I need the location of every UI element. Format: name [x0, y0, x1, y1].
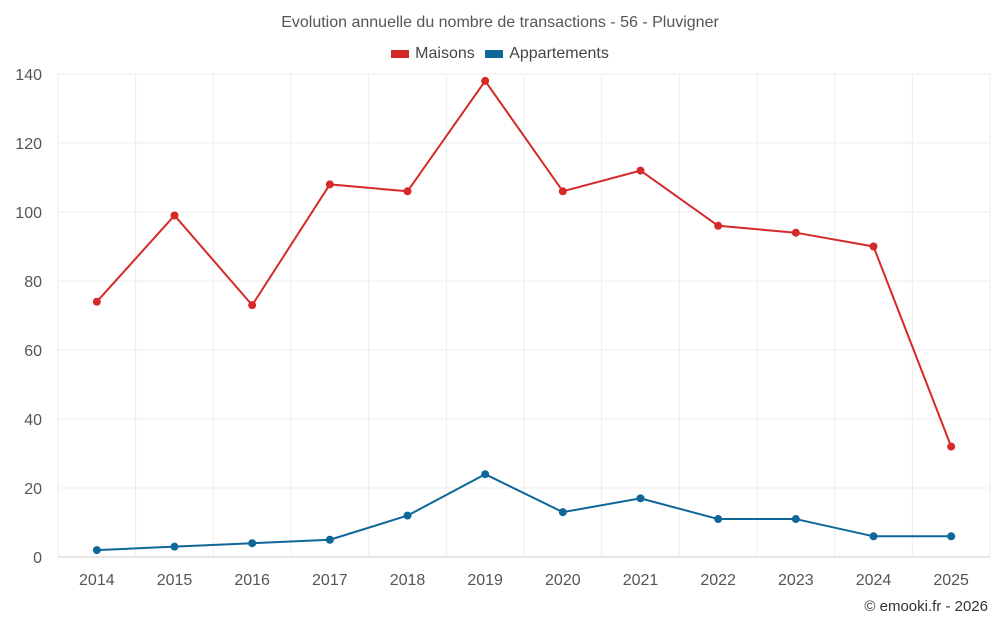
y-tick-label: 100 [15, 205, 42, 222]
data-point-maisons [558, 187, 567, 196]
x-tick-label: 2016 [234, 572, 270, 589]
legend-swatch-appartements [485, 50, 504, 58]
x-tick-label: 2019 [467, 572, 503, 589]
data-point-maisons [947, 442, 956, 451]
series-line-maisons [96, 79, 953, 447]
y-tick-label: 0 [33, 550, 42, 567]
y-tick-label: 60 [24, 343, 42, 360]
data-point-appartements [947, 532, 956, 541]
chart-title: Evolution annuelle du nombre de transact… [281, 14, 719, 31]
data-point-appartements [248, 539, 257, 548]
data-point-appartements [558, 508, 567, 517]
data-point-appartements [791, 515, 800, 524]
x-tick-label: 2015 [157, 572, 193, 589]
x-tick-label: 2022 [700, 572, 736, 589]
x-tick-label: 2020 [545, 572, 581, 589]
legend-item-appartements[interactable]: Appartements [485, 45, 609, 63]
x-tick-label: 2023 [778, 572, 814, 589]
legend-label-maisons: Maisons [415, 45, 475, 62]
data-point-maisons [248, 301, 257, 310]
x-tick-label: 2017 [312, 572, 348, 589]
data-point-appartements [403, 511, 412, 520]
data-point-appartements [714, 515, 723, 524]
y-tick-label: 80 [24, 274, 42, 291]
data-point-appartements [481, 470, 490, 479]
data-point-maisons [170, 211, 179, 220]
x-tick-label: 2018 [390, 572, 426, 589]
y-tick-label: 40 [24, 412, 42, 429]
data-point-maisons [403, 187, 412, 196]
data-point-appartements [869, 532, 878, 541]
data-point-maisons [481, 76, 490, 85]
data-point-maisons [714, 221, 723, 230]
data-point-appartements [636, 494, 645, 503]
data-point-maisons [636, 166, 645, 175]
data-point-maisons [869, 242, 878, 251]
legend: Maisons Appartements [0, 45, 1000, 63]
x-tick-label: 2024 [856, 572, 892, 589]
data-point-maisons [791, 228, 800, 237]
data-point-maisons [92, 297, 101, 306]
data-point-appartements [92, 546, 101, 555]
y-tick-label: 140 [15, 67, 42, 84]
y-tick-label: 120 [15, 136, 42, 153]
data-point-maisons [325, 180, 334, 189]
legend-item-maisons[interactable]: Maisons [391, 45, 475, 63]
credit-text: © emooki.fr - 2026 [864, 598, 988, 615]
series-line-appartements [96, 473, 952, 552]
y-tick-label: 20 [24, 481, 42, 498]
data-point-appartements [325, 535, 334, 544]
legend-swatch-maisons [391, 50, 410, 58]
x-tick-label: 2021 [623, 572, 659, 589]
legend-label-appartements: Appartements [509, 45, 609, 62]
x-tick-label: 2014 [79, 572, 115, 589]
data-point-appartements [170, 542, 179, 551]
x-tick-label: 2025 [933, 572, 969, 589]
